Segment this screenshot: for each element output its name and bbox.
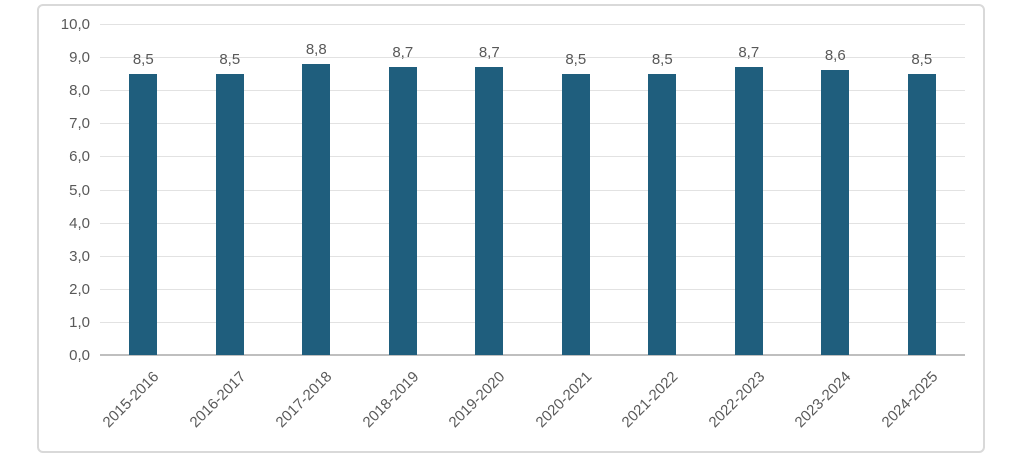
bar-value-label: 8,5 [219,50,241,68]
y-axis-tick-label: 10,0 [60,16,90,33]
x-axis-line [100,354,965,356]
bar-value-label: 8,8 [305,40,327,58]
y-axis-tick-label: 6,0 [69,148,90,166]
bar-value-label: 8,7 [478,44,500,62]
gridline [100,90,965,92]
bar-value-label: 8,5 [651,50,673,68]
bar [302,63,331,355]
gridline [100,156,965,158]
bar [388,67,417,355]
y-axis-tick-label: 9,0 [69,49,90,67]
gridline [100,255,965,257]
gridline [100,57,965,59]
bar [821,70,850,355]
y-axis-tick-label: 2,0 [69,280,90,298]
bar-value-label: 8,6 [824,47,846,65]
gridline [100,123,965,125]
gridline [100,189,965,191]
gridline [100,321,965,323]
y-axis-tick-label: 7,0 [69,115,90,133]
bar-value-label: 8,5 [565,50,587,68]
gridline [100,222,965,224]
bar-value-label: 8,7 [738,44,760,62]
bar-value-label: 8,5 [911,50,933,68]
bar-value-label: 8,7 [392,44,414,62]
y-axis-tick-label: 3,0 [69,247,90,265]
bar [907,73,936,355]
y-axis-tick-label: 5,0 [69,181,90,199]
y-axis-tick-label: 8,0 [69,82,90,100]
gridline [100,24,965,25]
bar [734,67,763,355]
y-axis-tick-label: 1,0 [69,313,90,331]
bar [561,73,590,355]
bar [215,73,244,355]
bar [129,73,158,355]
y-axis-tick-label: 0,0 [69,347,90,364]
bar [648,73,677,355]
gridline [100,288,965,290]
y-axis-tick-label: 4,0 [69,214,90,232]
bar-value-label: 8,5 [132,50,154,68]
bar [475,67,504,355]
